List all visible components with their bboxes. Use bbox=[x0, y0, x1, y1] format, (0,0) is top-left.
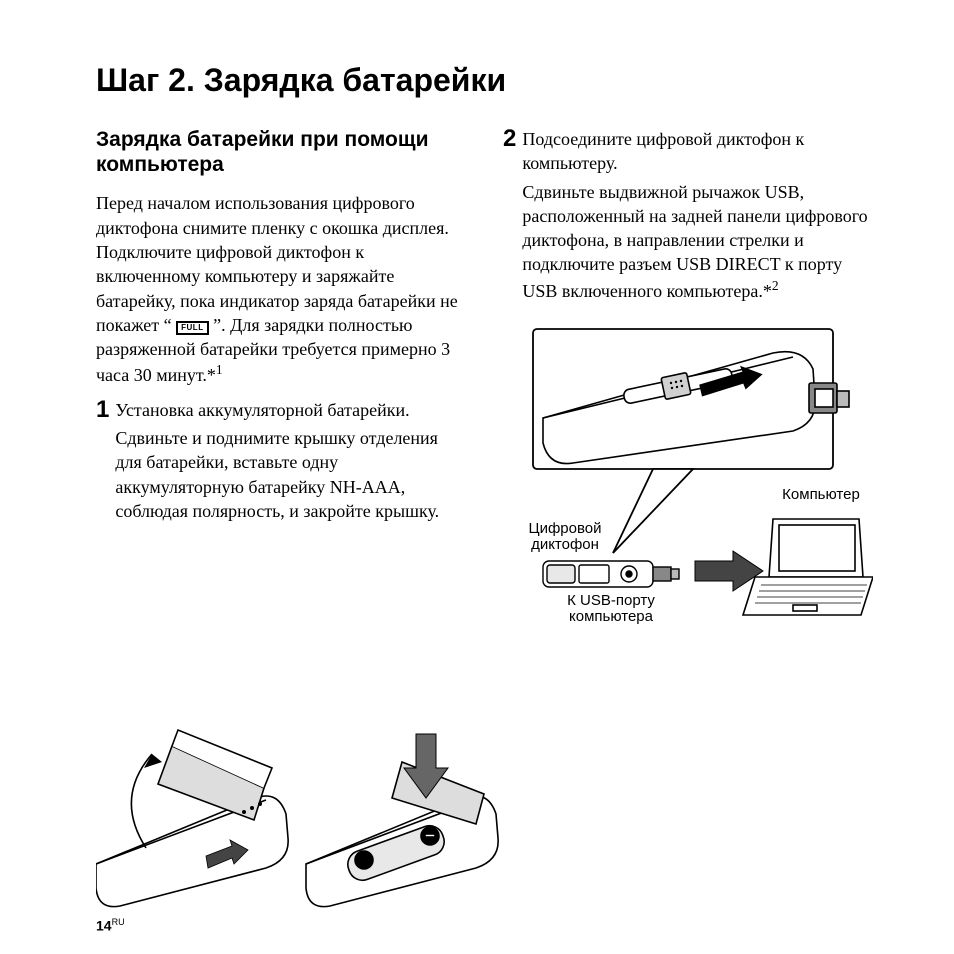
page-title: Шаг 2. Зарядка батарейки bbox=[96, 62, 874, 99]
step-1-number: 1 bbox=[96, 398, 109, 523]
svg-text:+: + bbox=[360, 852, 368, 868]
figure-battery: + bbox=[96, 728, 476, 898]
step-2-number: 2 bbox=[503, 127, 516, 303]
full-icon: FULL bbox=[176, 321, 208, 335]
step-2: 2 Подсоедините цифровой диктофон к компь… bbox=[503, 127, 874, 303]
intro-before: Перед началом использования цифрового ди… bbox=[96, 193, 458, 334]
step-1-desc: Сдвиньте и поднимите крышку отделения дл… bbox=[115, 426, 467, 523]
step-2-desc-text: Сдвиньте выдвижной рычажок USB, располож… bbox=[522, 182, 867, 301]
page-lang: RU bbox=[112, 917, 125, 927]
label-recorder-l1: Цифровой bbox=[528, 520, 601, 537]
label-recorder-l2: диктофон bbox=[531, 536, 599, 553]
step-1-lead: Установка аккумуляторной батарейки. bbox=[115, 398, 467, 422]
figure-connection: Компьютер Цифровой диктофон К USB-порту … bbox=[503, 323, 874, 643]
step-2-footnote-mark: 2 bbox=[772, 278, 779, 293]
step-2-lead: Подсоедините цифровой диктофон к компьют… bbox=[522, 127, 874, 176]
step-2-desc: Сдвиньте выдвижной рычажок USB, располож… bbox=[522, 180, 874, 303]
intro-paragraph: Перед началом использования цифрового ди… bbox=[96, 191, 467, 387]
label-computer: Компьютер bbox=[782, 486, 860, 503]
step-1: 1 Установка аккумуляторной батарейки. Сд… bbox=[96, 398, 467, 523]
left-column: Зарядка батарейки при помощи компьютера … bbox=[96, 127, 467, 643]
page-footer: 14RU bbox=[96, 917, 125, 934]
label-usb-l2: компьютера bbox=[569, 608, 654, 625]
intro-footnote-mark: 1 bbox=[216, 362, 223, 377]
right-column: 2 Подсоедините цифровой диктофон к компь… bbox=[503, 127, 874, 643]
page-number: 14 bbox=[96, 918, 112, 934]
label-usb-l1: К USB-порту bbox=[567, 592, 655, 609]
section-subhead: Зарядка батарейки при помощи компьютера bbox=[96, 127, 467, 177]
